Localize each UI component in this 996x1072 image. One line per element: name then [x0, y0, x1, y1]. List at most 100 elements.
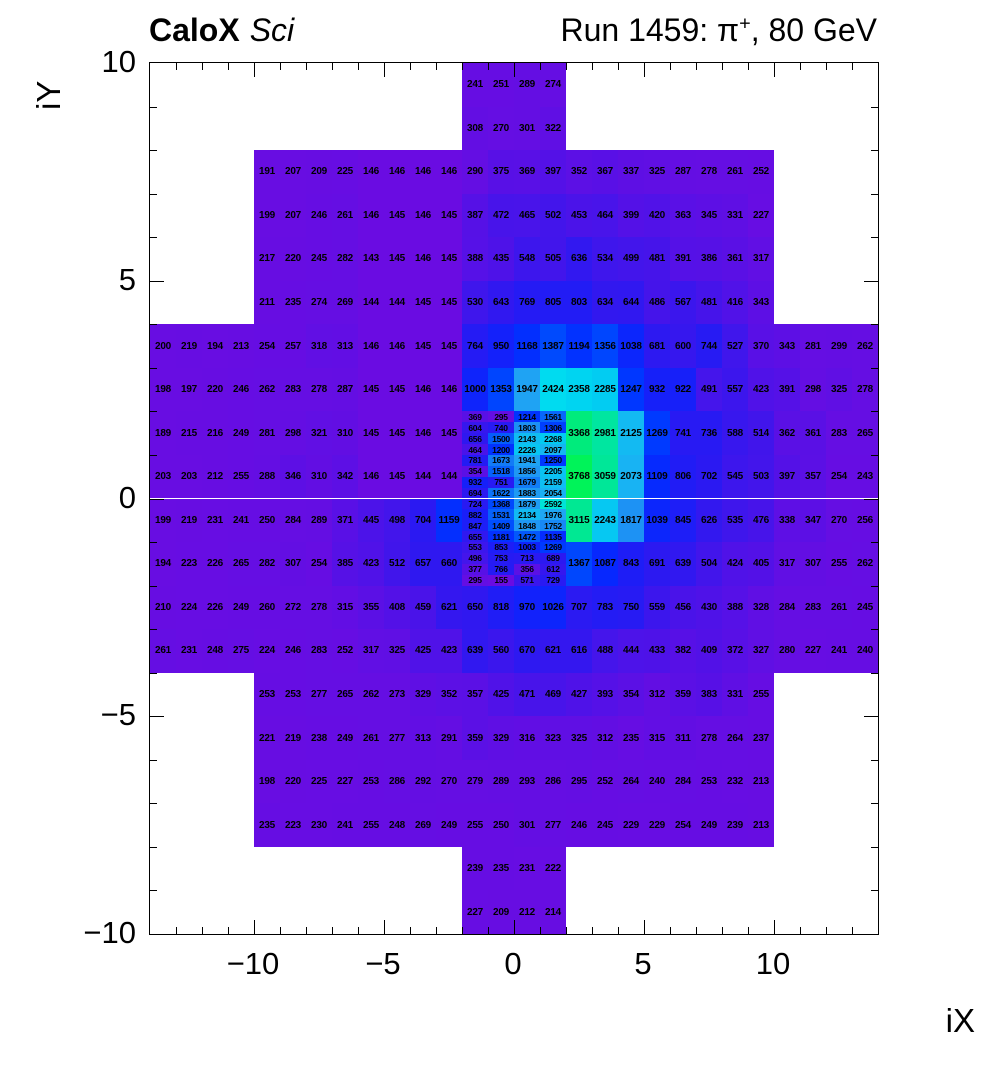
heatmap-cell: 3768 — [566, 454, 592, 499]
heatmap-cell: 498 — [384, 498, 410, 543]
heatmap-cell: 1356 — [592, 324, 618, 368]
heatmap-cell: 225 — [306, 759, 332, 804]
heatmap-cell: 408 — [384, 585, 410, 630]
heatmap-cell: 932 — [644, 367, 670, 412]
heatmap-cell: 347 — [800, 498, 826, 543]
heatmap-cell: 264 — [722, 716, 748, 760]
heatmap-cell: 189 — [150, 411, 176, 455]
heatmap-cell: 198 — [150, 367, 176, 412]
heatmap-cell: 264 — [618, 759, 644, 804]
heatmap-cell: 146 — [410, 367, 436, 412]
heatmap-cell: 299 — [826, 324, 852, 368]
heatmap-cell: 2358 — [566, 367, 592, 412]
heatmap-cell: 146 — [436, 150, 462, 194]
axis-tick — [644, 920, 645, 934]
heatmap-cell: 227 — [748, 193, 774, 238]
axis-tick — [871, 367, 878, 369]
heatmap-cell: 1003 — [514, 542, 540, 553]
heatmap-cell: 367 — [592, 150, 618, 194]
heatmap-cell: 372 — [722, 629, 748, 673]
heatmap-cell: 1109 — [644, 454, 670, 499]
heatmap-cell: 203 — [150, 454, 176, 499]
heatmap-cell: 203 — [176, 454, 202, 499]
axis-tick — [696, 63, 697, 70]
heatmap-cell: 694 — [462, 487, 488, 499]
heatmap-cell: 210 — [150, 585, 176, 630]
heatmap-cell: 261 — [150, 629, 176, 673]
heatmap-cell: 146 — [410, 411, 436, 455]
axis-tick — [150, 759, 157, 761]
heatmap-cell: 1409 — [488, 520, 514, 532]
plot-title-right: Run 1459: π+, 80 GeV — [560, 12, 877, 49]
heatmap-cell: 235 — [254, 803, 280, 847]
heatmap-cell: 512 — [384, 542, 410, 586]
heatmap-cell: 445 — [358, 498, 384, 543]
heatmap-cell: 328 — [748, 585, 774, 630]
axis-tick — [384, 63, 385, 77]
y-tick-label: −5 — [100, 697, 136, 733]
heatmap-cell: 199 — [254, 193, 280, 238]
axis-tick — [514, 63, 515, 77]
heatmap-cell: 311 — [670, 716, 696, 760]
heatmap-cell: 254 — [670, 803, 696, 847]
heatmap-cell: 471 — [514, 672, 540, 717]
heatmap-cell: 278 — [696, 150, 722, 194]
heatmap-cell: 231 — [514, 846, 540, 891]
axis-tick — [618, 927, 619, 934]
heatmap-cell: 278 — [852, 367, 878, 412]
heatmap-cell: 241 — [332, 803, 358, 847]
heatmap-cell: 198 — [254, 759, 280, 804]
heatmap-cell: 213 — [748, 803, 774, 847]
heatmap-cell: 600 — [670, 324, 696, 368]
heatmap-cell: 145 — [358, 367, 384, 412]
heatmap-cell: 325 — [644, 150, 670, 194]
heatmap-cell: 553 — [462, 542, 488, 553]
heatmap-cell: 255 — [462, 803, 488, 847]
heatmap-cell: 1026 — [540, 585, 566, 630]
heatmap-cell: 2243 — [592, 498, 618, 543]
heatmap-cell: 232 — [722, 759, 748, 804]
heatmap-cell: 211 — [254, 280, 280, 325]
heatmap-cell: 239 — [722, 803, 748, 847]
heatmap-cell: 486 — [644, 280, 670, 325]
heatmap-cell: 292 — [410, 759, 436, 804]
heatmap-cell: 209 — [488, 890, 514, 934]
heatmap-cell: 571 — [514, 574, 540, 586]
heatmap-cell: 226 — [202, 585, 228, 630]
heatmap-cell: 227 — [800, 629, 826, 673]
heatmap-cell: 1387 — [540, 324, 566, 368]
heatmap-cell: 970 — [514, 585, 540, 630]
heatmap-cell: 219 — [280, 716, 306, 760]
axis-tick — [871, 150, 878, 152]
axis-tick — [566, 927, 567, 934]
heatmap-cell: 338 — [774, 498, 800, 543]
heatmap-cell: 254 — [254, 324, 280, 368]
heatmap-cell: 245 — [306, 237, 332, 281]
heatmap-cell: 144 — [384, 280, 410, 325]
heatmap-cell: 724 — [462, 498, 488, 510]
heatmap-cell: 317 — [358, 629, 384, 673]
heatmap-cell: 250 — [488, 803, 514, 847]
heatmap-cell: 377 — [462, 563, 488, 575]
heatmap-cell: 1039 — [644, 498, 670, 543]
heatmap-cell: 261 — [826, 585, 852, 630]
heatmap-cell: 250 — [254, 498, 280, 543]
heatmap-cell: 476 — [748, 498, 774, 543]
heatmap-cell: 1472 — [514, 531, 540, 543]
heatmap-cell: 621 — [436, 585, 462, 630]
heatmap-cell: 2054 — [540, 487, 566, 499]
axis-tick — [254, 920, 255, 934]
axis-tick — [488, 63, 489, 70]
heatmap-cell: 465 — [514, 193, 540, 238]
heatmap-cell: 736 — [696, 411, 722, 455]
heatmap-cell: 650 — [462, 585, 488, 630]
heatmap-cell: 273 — [384, 672, 410, 717]
heatmap-cell: 222 — [540, 846, 566, 891]
axis-tick — [864, 498, 878, 500]
axis-tick — [202, 63, 203, 70]
axis-tick — [150, 890, 157, 892]
heatmap-cell: 146 — [358, 150, 384, 194]
heatmap-cell: 2285 — [592, 367, 618, 412]
heatmap-cell: 1200 — [488, 444, 514, 455]
axis-tick — [150, 716, 164, 718]
